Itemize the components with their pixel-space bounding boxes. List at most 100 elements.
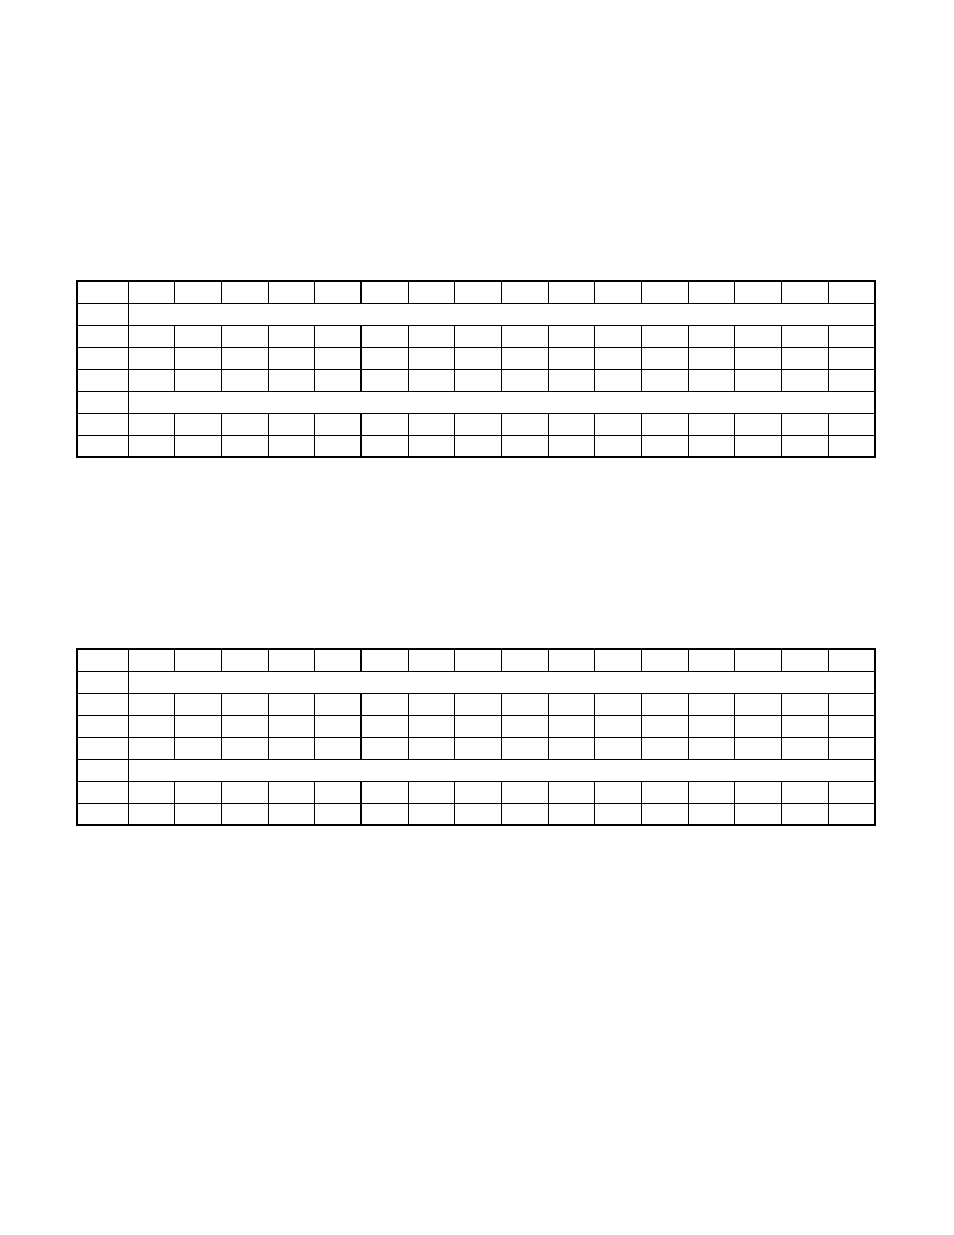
data-cell xyxy=(408,649,455,671)
data-cell xyxy=(455,281,502,303)
data-cell xyxy=(175,649,222,671)
table-row xyxy=(77,413,875,435)
data-cell xyxy=(128,347,175,369)
table-row xyxy=(77,693,875,715)
data-cell xyxy=(408,413,455,435)
data-cell xyxy=(781,715,828,737)
data-cell xyxy=(641,649,688,671)
merged-cell xyxy=(128,391,875,413)
data-cell xyxy=(361,649,408,671)
data-cell xyxy=(501,781,548,803)
table-2-grid xyxy=(76,648,876,826)
data-cell xyxy=(175,803,222,825)
data-cell xyxy=(361,369,408,391)
data-cell xyxy=(688,715,735,737)
data-cell xyxy=(128,325,175,347)
table-row xyxy=(77,347,875,369)
data-cell xyxy=(175,715,222,737)
table-row xyxy=(77,803,875,825)
data-cell xyxy=(735,781,782,803)
data-cell xyxy=(641,781,688,803)
data-cell xyxy=(501,281,548,303)
merged-cell xyxy=(128,671,875,693)
data-cell xyxy=(315,737,362,759)
data-cell xyxy=(315,803,362,825)
data-cell xyxy=(408,715,455,737)
data-cell xyxy=(501,737,548,759)
data-cell xyxy=(268,715,315,737)
data-cell xyxy=(128,369,175,391)
table-row xyxy=(77,435,875,457)
data-cell xyxy=(455,715,502,737)
data-cell xyxy=(688,347,735,369)
data-cell xyxy=(688,435,735,457)
data-cell xyxy=(828,325,875,347)
data-cell xyxy=(268,803,315,825)
data-cell xyxy=(408,435,455,457)
data-cell xyxy=(315,693,362,715)
row-label-cell xyxy=(77,649,128,671)
row-label-cell xyxy=(77,435,128,457)
data-cell xyxy=(221,369,268,391)
row-label-cell xyxy=(77,391,128,413)
data-cell xyxy=(641,715,688,737)
data-cell xyxy=(548,347,595,369)
data-cell xyxy=(595,693,642,715)
data-cell xyxy=(175,413,222,435)
data-cell xyxy=(641,281,688,303)
data-cell xyxy=(361,413,408,435)
data-cell xyxy=(315,369,362,391)
data-cell xyxy=(735,803,782,825)
data-cell xyxy=(315,435,362,457)
data-cell xyxy=(361,781,408,803)
data-cell xyxy=(735,369,782,391)
data-cell xyxy=(641,693,688,715)
data-cell xyxy=(688,737,735,759)
data-cell xyxy=(595,649,642,671)
data-cell xyxy=(315,347,362,369)
data-cell xyxy=(128,737,175,759)
data-cell xyxy=(781,693,828,715)
data-cell xyxy=(548,737,595,759)
data-cell xyxy=(408,369,455,391)
merged-cell xyxy=(128,759,875,781)
data-cell xyxy=(175,325,222,347)
data-cell xyxy=(548,369,595,391)
data-cell xyxy=(268,325,315,347)
data-cell xyxy=(595,803,642,825)
table-1-body xyxy=(77,281,875,457)
data-cell xyxy=(455,737,502,759)
data-cell xyxy=(595,737,642,759)
table-1-grid xyxy=(76,280,876,458)
data-cell xyxy=(548,325,595,347)
row-label-cell xyxy=(77,737,128,759)
data-cell xyxy=(361,347,408,369)
data-cell xyxy=(408,693,455,715)
row-label-cell xyxy=(77,369,128,391)
table-2-body xyxy=(77,649,875,825)
data-cell xyxy=(688,325,735,347)
table-2 xyxy=(76,648,876,826)
data-cell xyxy=(688,413,735,435)
data-cell xyxy=(688,649,735,671)
data-cell xyxy=(128,715,175,737)
data-cell xyxy=(828,347,875,369)
data-cell xyxy=(781,649,828,671)
data-cell xyxy=(595,347,642,369)
data-cell xyxy=(128,693,175,715)
row-label-cell xyxy=(77,347,128,369)
data-cell xyxy=(408,281,455,303)
data-cell xyxy=(221,413,268,435)
data-cell xyxy=(828,715,875,737)
data-cell xyxy=(595,715,642,737)
data-cell xyxy=(548,803,595,825)
data-cell xyxy=(455,413,502,435)
data-cell xyxy=(408,781,455,803)
data-cell xyxy=(268,347,315,369)
data-cell xyxy=(501,693,548,715)
row-label-cell xyxy=(77,281,128,303)
data-cell xyxy=(688,781,735,803)
data-cell xyxy=(175,369,222,391)
table-row xyxy=(77,391,875,413)
data-cell xyxy=(641,325,688,347)
